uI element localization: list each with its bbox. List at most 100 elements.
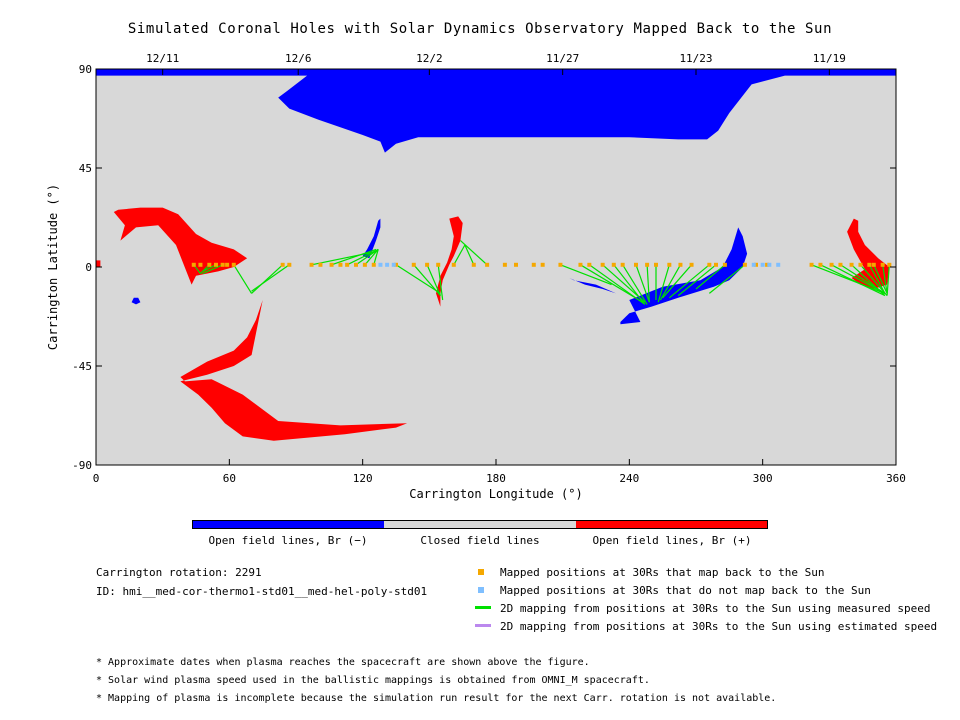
mapping-line-40 — [851, 264, 886, 297]
mapping-line-37 — [820, 264, 886, 297]
mapping-line-32 — [668, 264, 710, 299]
mapped-point-45 — [765, 262, 770, 267]
top-date-label-5: 11/19 — [813, 52, 846, 65]
top-date-label-2: 12/2 — [416, 52, 443, 65]
mapped-point-16 — [371, 262, 376, 267]
mapped-point-14 — [354, 262, 358, 267]
mapped-point-15 — [362, 262, 367, 267]
unmapped-point-1 — [385, 262, 390, 267]
mapping-line-29 — [657, 264, 670, 303]
y-tick-label-3: -45 — [72, 360, 92, 373]
mapping-line-4 — [233, 264, 253, 294]
mapped-point-46 — [809, 262, 814, 267]
mapping-line-31 — [662, 264, 693, 299]
mapped-point-42 — [722, 262, 727, 267]
mapped-point-7 — [280, 262, 285, 267]
coronal-hole-positive-8 — [847, 218, 890, 289]
x-tick-label-1: 60 — [223, 472, 236, 485]
mapped-point-2 — [207, 262, 212, 267]
mapped-point-0 — [191, 262, 196, 267]
mapped-point-30 — [587, 262, 592, 267]
mapping-line-7 — [311, 251, 377, 266]
legend-estimated-line — [475, 624, 491, 627]
coronal-hole-positive-7 — [436, 216, 463, 307]
footnote-speed: * Solar wind plasma speed used in the ba… — [96, 675, 650, 686]
mapping-line-11 — [364, 249, 379, 266]
coronal-hole-negative-0 — [96, 69, 896, 153]
legend-unmapped-label: Mapped positions at 30Rs that do not map… — [500, 584, 871, 597]
mapping-line-45 — [886, 264, 890, 296]
mapped-point-44 — [754, 262, 758, 267]
mapped-point-52 — [867, 262, 872, 267]
mapped-point-17 — [394, 262, 398, 267]
colorbar — [192, 520, 768, 529]
unmapped-point-0 — [378, 262, 383, 267]
mapped-point-13 — [345, 262, 350, 267]
x-tick-label-3: 180 — [486, 472, 506, 485]
mapped-point-6 — [231, 262, 236, 267]
mapped-point-51 — [858, 262, 863, 267]
mapped-point-32 — [611, 262, 616, 267]
mapping-line-25 — [622, 264, 648, 305]
chart-plot: 0 60 120 180 240 300 360 90 45 0 -45 -90 12/11 12/6 12… — [46, 52, 906, 501]
mapped-point-28 — [558, 262, 563, 267]
mapping-line-33 — [677, 264, 717, 297]
mapped-point-48 — [829, 262, 834, 267]
mapped-point-29 — [578, 262, 583, 267]
mapping-line-17 — [453, 244, 466, 266]
mapped-point-20 — [436, 262, 441, 267]
colorbar-label-closed: Closed field lines — [420, 534, 540, 547]
unmapped-point-5 — [767, 262, 772, 267]
mapped-point-4 — [220, 262, 225, 267]
mapped-point-50 — [849, 262, 854, 267]
top-date-label-1: 12/6 — [285, 52, 312, 65]
mapping-line-3 — [202, 264, 223, 275]
mapped-point-49 — [838, 262, 843, 267]
y-tick-label-1: 45 — [79, 162, 92, 175]
mapping-line-13 — [395, 264, 441, 294]
mapped-point-55 — [887, 262, 892, 267]
mapped-points — [191, 262, 892, 267]
y-axis-label: Carrington Latitude (°) — [46, 184, 60, 350]
mapped-point-5 — [225, 262, 230, 267]
mapped-point-27 — [540, 262, 545, 267]
mapped-point-39 — [689, 262, 694, 267]
footnote-dates: * Approximate dates when plasma reaches … — [96, 657, 590, 668]
mapped-point-54 — [880, 262, 885, 267]
mapped-point-33 — [620, 262, 625, 267]
mapped-point-41 — [714, 262, 718, 267]
mapping-line-8 — [331, 248, 377, 266]
mapping-line-44 — [882, 264, 888, 294]
mapped-point-1 — [198, 262, 203, 267]
coronal-hole-negative-4 — [131, 297, 141, 305]
legend-unmapped-marker — [478, 587, 484, 593]
x-tick-label-0: 0 — [93, 472, 100, 485]
carrington-rotation: Carrington rotation: 2291 — [96, 566, 262, 579]
mapping-line-27 — [646, 264, 650, 303]
unmapped-point-3 — [751, 262, 756, 267]
mapping-line-24 — [613, 264, 646, 305]
mapping-line-42 — [868, 264, 886, 294]
x-tick-label-6: 360 — [886, 472, 906, 485]
x-axis-label: Carrington Longitude (°) — [409, 487, 582, 501]
mapping-line-6 — [251, 264, 290, 292]
mapped-point-10 — [318, 262, 323, 267]
mapped-point-21 — [451, 262, 456, 267]
mapping-line-19 — [460, 240, 488, 266]
top-date-label-3: 11/27 — [546, 52, 579, 65]
legend-measured-line — [475, 606, 491, 609]
legend-mapped-label: Mapped positions at 30Rs that map back t… — [500, 566, 825, 579]
mapping-line-18 — [464, 244, 475, 266]
mapped-point-23 — [485, 262, 490, 267]
axes: 0 60 120 180 240 300 360 90 45 0 -45 -90 12/11 12/6 12… — [72, 52, 906, 485]
mapped-point-9 — [309, 262, 314, 267]
mapped-point-11 — [329, 262, 334, 267]
mapped-point-40 — [707, 262, 712, 267]
mapped-point-31 — [600, 262, 605, 267]
mapping-line-20 — [560, 264, 612, 286]
mapped-point-53 — [871, 262, 876, 267]
mapped-point-24 — [502, 262, 507, 267]
top-date-label-4: 11/23 — [679, 52, 712, 65]
unmapped-point-6 — [776, 262, 781, 267]
mapped-point-35 — [645, 262, 650, 267]
